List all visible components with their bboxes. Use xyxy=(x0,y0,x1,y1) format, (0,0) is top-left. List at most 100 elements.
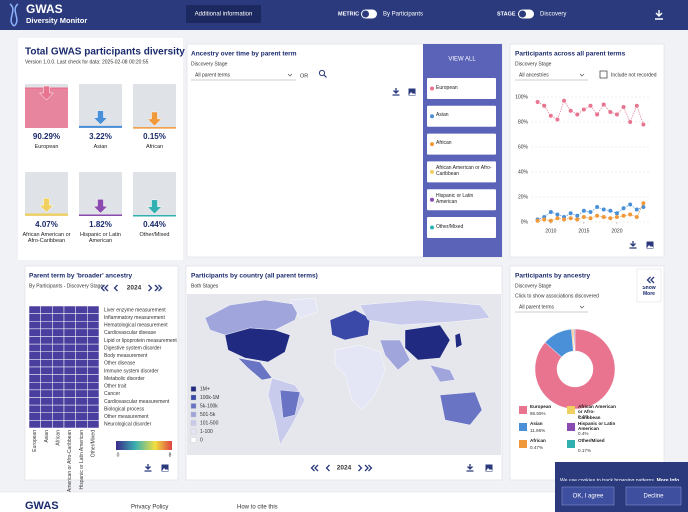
row-label: Other disease xyxy=(104,361,135,367)
download-icon[interactable] xyxy=(466,464,474,472)
card-title: Parent term by 'broader' ancestry xyxy=(29,273,133,280)
nav-arrow[interactable] xyxy=(154,284,163,292)
download-icon[interactable] xyxy=(392,88,400,96)
ancestry-button-label[interactable]: African American or Afro-Caribbean xyxy=(436,165,492,177)
heat-cell xyxy=(40,374,53,383)
info-button[interactable] xyxy=(186,5,261,23)
ancestry-button[interactable] xyxy=(427,217,496,238)
decline-button[interactable] xyxy=(625,486,682,506)
ancestry-button[interactable] xyxy=(427,189,496,211)
heat-cell xyxy=(75,343,88,352)
image-icon[interactable] xyxy=(408,88,416,96)
show-more[interactable] xyxy=(636,268,662,303)
y-tick-label: 100% xyxy=(515,94,528,100)
series-point xyxy=(634,103,639,108)
share-name: Asian xyxy=(93,144,108,150)
series-point xyxy=(595,112,600,117)
nav-arrow[interactable] xyxy=(364,464,373,472)
country[interactable] xyxy=(279,389,301,419)
ancestry-button-label[interactable]: Hispanic or Latin American xyxy=(436,192,474,205)
row-label: Liver enzyme measurement xyxy=(104,307,166,313)
share-name-box: European xyxy=(35,144,59,150)
footer-link[interactable]: Privacy Policy xyxy=(131,505,168,511)
country[interactable] xyxy=(204,299,301,336)
color-scale xyxy=(116,441,172,450)
download-icon[interactable] xyxy=(144,464,152,472)
country[interactable] xyxy=(404,324,451,361)
scale-label: 0 xyxy=(117,452,120,458)
decline-label[interactable]: Decline xyxy=(643,494,664,500)
ancestry-button[interactable] xyxy=(427,133,496,155)
legend-value: 0.17% xyxy=(578,448,591,453)
select-value[interactable]: All parent terms xyxy=(519,304,555,310)
select-value[interactable]: All parent terms xyxy=(195,72,231,78)
country[interactable] xyxy=(379,339,411,371)
nav-arrow[interactable] xyxy=(358,464,363,472)
show-more-label[interactable]: Show More xyxy=(642,286,656,297)
country[interactable] xyxy=(334,344,386,411)
heat-cell xyxy=(87,382,100,391)
ancestry-button[interactable] xyxy=(427,161,496,183)
image-icon-mark xyxy=(162,468,169,471)
nav-arrow[interactable] xyxy=(325,464,330,472)
select-value[interactable]: All ancestries xyxy=(519,72,549,78)
heat-cell xyxy=(75,313,88,322)
nav-arrow[interactable] xyxy=(646,276,655,284)
heat-cell xyxy=(52,359,65,368)
country[interactable] xyxy=(224,327,291,363)
series-point xyxy=(608,110,613,114)
image-icon[interactable] xyxy=(485,464,493,472)
nav-arrow[interactable] xyxy=(310,464,319,472)
pie-slice[interactable] xyxy=(534,328,616,410)
nav-arrow[interactable] xyxy=(100,284,109,292)
share-percent: 1.82% xyxy=(89,220,112,229)
cookie-link[interactable]: More Info. xyxy=(656,478,681,481)
checkbox[interactable] xyxy=(599,70,608,79)
ancestry-button-label[interactable]: Asian xyxy=(436,112,449,119)
country[interactable] xyxy=(429,364,456,383)
image-icon[interactable] xyxy=(161,464,169,472)
info-button-label[interactable]: Additional information xyxy=(195,12,253,18)
heat-cell xyxy=(40,305,53,314)
y-tick-label: 80% xyxy=(518,119,529,125)
ancestry-button-label[interactable]: European xyxy=(436,84,458,91)
download-icon[interactable] xyxy=(629,241,637,249)
heat-cell xyxy=(87,420,100,429)
view-all[interactable]: VIEW ALL xyxy=(448,57,476,63)
series-point xyxy=(568,216,573,221)
ancestry-button-label[interactable]: Other/Mixed xyxy=(436,223,464,230)
series-line xyxy=(537,204,644,220)
legend-swatch xyxy=(519,423,527,431)
legend-swatch xyxy=(519,440,527,448)
nav-arrow[interactable] xyxy=(113,284,118,292)
heat-cell xyxy=(63,321,76,330)
heat-cell xyxy=(28,336,41,345)
country[interactable] xyxy=(359,299,491,326)
country[interactable] xyxy=(289,297,319,319)
nav-arrow[interactable] xyxy=(148,284,153,292)
heat-cell xyxy=(40,404,53,413)
heat-cell xyxy=(52,321,65,330)
header-download[interactable] xyxy=(655,10,663,20)
share-percent: 0.44% xyxy=(143,220,166,229)
share-name: African American or Afro-Caribbean xyxy=(22,232,71,245)
share-percent: 90.29% xyxy=(33,132,60,141)
country[interactable] xyxy=(329,309,371,341)
summary-bg xyxy=(18,38,183,260)
heat-cell xyxy=(28,313,41,322)
country[interactable] xyxy=(237,357,273,381)
ancestry-button[interactable] xyxy=(427,78,496,99)
image-icon[interactable] xyxy=(646,241,654,249)
row-label: Digestive system disorder xyxy=(104,345,162,351)
footer-link[interactable]: How to cite this xyxy=(237,505,278,511)
ancestry-button-label[interactable]: African xyxy=(436,140,452,147)
legend-value: 86.55% xyxy=(530,411,546,416)
country[interactable] xyxy=(439,391,483,426)
ancestry-button[interactable] xyxy=(427,105,496,127)
accept-button[interactable] xyxy=(561,486,615,506)
heat-cell xyxy=(40,351,53,360)
country[interactable] xyxy=(454,332,463,349)
legend-name: Asian xyxy=(530,421,543,426)
accept-label[interactable]: OK, I agree xyxy=(573,494,604,500)
search-icon[interactable] xyxy=(318,69,326,77)
